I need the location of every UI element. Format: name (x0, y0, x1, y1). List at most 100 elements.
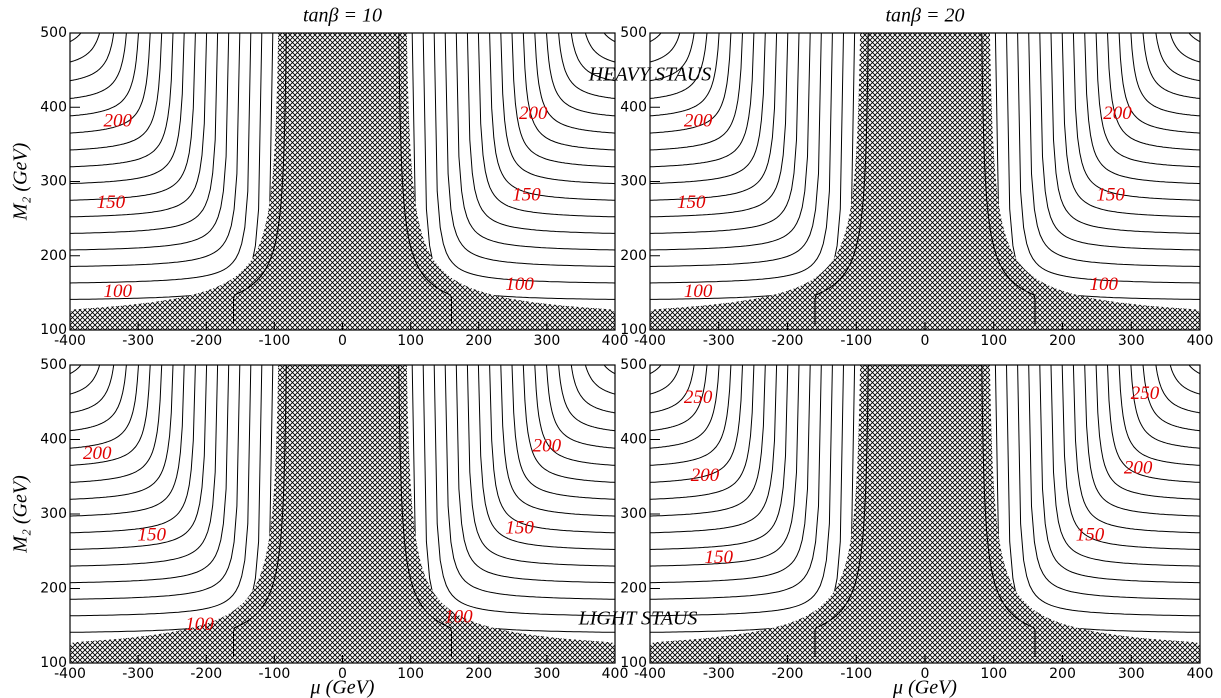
contour-line (1188, 365, 1200, 375)
contour-line (1118, 365, 1200, 466)
contour-label: 200 (684, 110, 713, 131)
y-tick-label: 300 (620, 506, 647, 522)
y-tick-label: 400 (620, 99, 647, 115)
contour-line (522, 33, 615, 151)
y-tick-label: 500 (40, 25, 67, 41)
contour-line (650, 33, 743, 151)
contour-line (546, 33, 615, 117)
contour-line (650, 365, 778, 534)
contour-line (981, 365, 1036, 657)
contour-label: 200 (519, 103, 548, 124)
excluded-region (650, 365, 1200, 663)
contour-line (1142, 33, 1200, 99)
contour-line (70, 33, 82, 43)
contour-line (1028, 365, 1200, 600)
x-tick-label: 0 (338, 333, 347, 349)
contour-label: 150 (705, 547, 734, 568)
contour-line (650, 365, 766, 517)
contour-label: 100 (1090, 274, 1119, 295)
x-tick-label: -400 (54, 666, 86, 682)
contour-line (570, 33, 615, 82)
y-tick-label: 100 (620, 655, 647, 671)
contour-line (1142, 365, 1200, 432)
contour-line (70, 33, 230, 251)
contour-line (546, 365, 615, 449)
x-tick-label: 100 (397, 333, 424, 349)
contour-line (650, 365, 743, 483)
contour-line (70, 365, 230, 584)
contour-line (650, 365, 822, 600)
x-tick-label: 400 (1187, 666, 1214, 682)
x-tick-label: -100 (840, 666, 872, 682)
contour-label: 150 (138, 525, 167, 546)
contour-line (1050, 33, 1200, 234)
contour-line (511, 33, 615, 168)
contour-line (70, 365, 127, 432)
contour-line (70, 365, 219, 567)
contour-line (455, 365, 615, 584)
y-tick-label: 500 (620, 357, 647, 373)
contour-line (814, 365, 869, 657)
contour-line (534, 365, 615, 466)
contour-line (433, 365, 615, 617)
contour-label: 200 (83, 443, 112, 464)
contour-label: 150 (505, 517, 534, 538)
contour-line (1084, 33, 1200, 185)
x-tick-label: 400 (1187, 333, 1214, 349)
y-tick-label: 100 (40, 322, 67, 338)
excluded-region (650, 33, 1200, 330)
contour-line (584, 365, 615, 395)
x-tick-label: 300 (534, 333, 561, 349)
contour-line (70, 33, 151, 134)
contour-line (233, 33, 287, 325)
x-tick-label: -200 (772, 666, 804, 682)
contour-line (70, 33, 219, 234)
contour-line (70, 365, 208, 550)
contour-line (466, 33, 615, 234)
x-axis-label: μ (GeV) (892, 677, 957, 698)
contour-line (1061, 33, 1200, 218)
contour-line (70, 33, 127, 99)
x-tick-label: -200 (190, 333, 222, 349)
contour-line (455, 33, 615, 251)
x-tick-label: 0 (921, 666, 930, 682)
x-tick-label: -100 (258, 666, 290, 682)
contour-line (650, 365, 695, 414)
contour-line (70, 365, 196, 534)
contour-line (233, 365, 287, 657)
contour-label: 250 (1131, 383, 1160, 404)
x-tick-label: -100 (840, 333, 872, 349)
contour-label: 100 (505, 274, 534, 295)
x-tick-label: 300 (1118, 666, 1145, 682)
contour-line (650, 33, 800, 234)
y-tick-label: 200 (620, 248, 647, 264)
contour-line (534, 33, 615, 134)
contour-line (398, 33, 452, 325)
x-tick-label: -400 (54, 333, 86, 349)
contour-line (1155, 365, 1200, 414)
x-tick-label: 200 (1049, 666, 1076, 682)
contour-line (650, 365, 789, 550)
contour-line (650, 33, 755, 168)
contour-line (603, 365, 615, 375)
contour-line (650, 33, 766, 185)
annotation: LIGHT STAUS (578, 608, 698, 630)
contour-line (70, 365, 115, 414)
contour-line (1028, 33, 1200, 267)
contour-line (650, 365, 720, 449)
contour-line (650, 365, 811, 584)
contour-line (650, 365, 732, 466)
x-tick-label: -300 (122, 666, 154, 682)
contour-line (500, 33, 615, 185)
x-tick-label: 200 (1049, 333, 1076, 349)
contour-line (603, 33, 615, 43)
contour-line (70, 33, 139, 117)
y-tick-label: 100 (620, 322, 647, 338)
y-tick-label: 300 (40, 174, 67, 190)
contour-line (650, 33, 822, 267)
contour-line (558, 365, 615, 432)
contour-line (1072, 365, 1200, 534)
contour-line (70, 33, 196, 201)
x-tick-label: -300 (703, 666, 735, 682)
x-tick-label: 200 (465, 333, 492, 349)
